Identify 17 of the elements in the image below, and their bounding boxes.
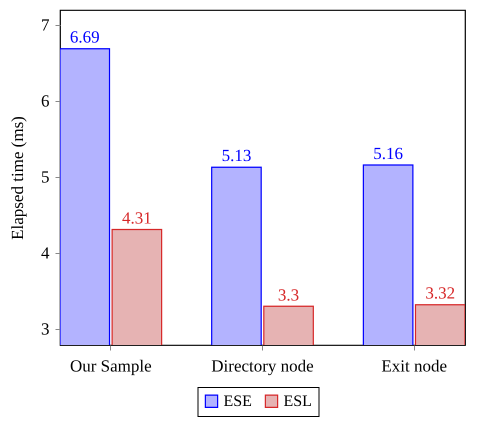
- y-tick-label: 3: [41, 320, 50, 339]
- legend-label: ESE: [224, 393, 252, 410]
- y-tick-label: 5: [41, 168, 50, 187]
- data-label: 5.13: [222, 146, 252, 166]
- y-tick-label: 6: [41, 92, 50, 111]
- x-tick-label: Exit node: [381, 356, 448, 376]
- data-label: 3.3: [278, 285, 300, 304]
- x-tick-label: Directory node: [211, 356, 314, 376]
- y-axis-title: Elapsed time (ms): [8, 116, 27, 240]
- data-label: 3.32: [425, 284, 456, 303]
- y-tick-label: 4: [41, 244, 50, 263]
- legend-label: ESL: [284, 393, 312, 410]
- data-label: 4.31: [122, 208, 152, 228]
- y-tick-label: 7: [41, 16, 50, 35]
- data-label: 6.69: [70, 28, 100, 47]
- x-tick-label: Our Sample: [70, 356, 152, 376]
- data-label: 5.16: [373, 144, 403, 163]
